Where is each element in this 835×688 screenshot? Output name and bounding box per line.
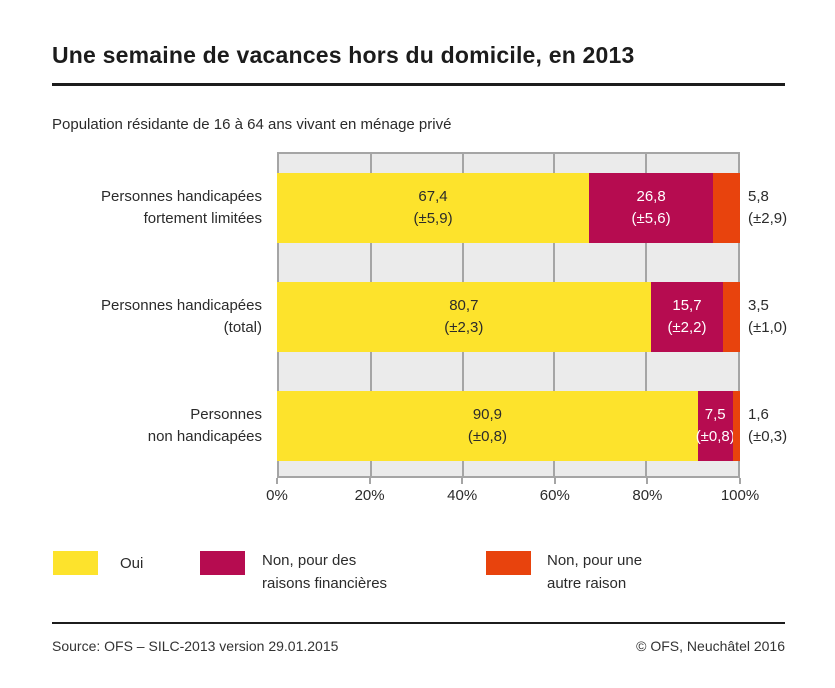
axis-tick <box>368 478 371 484</box>
bar-segment-non-financier: 15,7 (±2,2) <box>650 282 724 352</box>
axis-tick <box>739 478 741 484</box>
axis-tick <box>646 478 649 484</box>
legend-swatch-autre-raison <box>486 551 531 575</box>
legend-label-non-financier: Non, pour des raisons financières <box>262 552 388 592</box>
bar-segment-autre-raison <box>732 391 740 461</box>
category-label-handicapees-fortement-limitees: Personnes handicapées fortement limitées <box>101 188 262 227</box>
outside-value-label: 1,6 (±0,3) <box>748 406 788 445</box>
axis-tick-label: 80% <box>632 487 663 504</box>
page-title: Une semaine de vacances hors du domicile… <box>52 42 635 68</box>
bar-row: 80,7 (±2,3) 15,7 (±2,2) <box>277 282 740 352</box>
axis-tick <box>553 478 556 484</box>
category-label-handicapees-total: Personnes handicapées (total) <box>101 297 262 336</box>
title-rule <box>52 83 785 86</box>
axis-tick-label: 60% <box>539 487 570 504</box>
bar-segment-oui: 80,7 (±2,3) <box>277 282 651 352</box>
bar-segment-oui: 90,9 (±0,8) <box>277 391 698 461</box>
axis-tick-label: 20% <box>354 487 385 504</box>
bar-segment-non-financier: 26,8 (±5,6) <box>589 173 714 243</box>
bar-row: 90,9 (±0,8) 7,5 (±0,8) <box>277 391 740 461</box>
axis-tick <box>276 478 278 484</box>
outside-value-label: 5,8 (±2,9) <box>748 188 788 227</box>
legend-label-autre-raison: Non, pour une autre raison <box>547 552 643 592</box>
axis-tick <box>461 478 464 484</box>
bar-segment-non-financier: 7,5 (±0,8) <box>696 391 735 461</box>
footer-rule <box>52 622 785 624</box>
legend-swatch-oui <box>53 551 98 575</box>
category-label-non-handicapees: Personnes non handicapées <box>147 406 262 445</box>
bar-segment-oui: 67,4 (±5,9) <box>277 173 590 243</box>
legend-label-oui: Oui <box>120 555 144 572</box>
source-note: Source: OFS – SILC-2013 version 29.01.20… <box>52 638 339 654</box>
outside-value-label: 3,5 (±1,0) <box>748 297 788 336</box>
bar-segment-autre-raison <box>723 282 740 352</box>
copyright-note: © OFS, Neuchâtel 2016 <box>636 638 785 654</box>
bar-segment-autre-raison <box>713 173 740 243</box>
chart-subtitle: Population résidante de 16 à 64 ans viva… <box>52 116 452 133</box>
bar-row: 67,4 (±5,9) 26,8 (±5,6) <box>277 173 740 243</box>
legend-swatch-non-financier <box>200 551 245 575</box>
axis-tick-label: 0% <box>266 487 288 504</box>
axis-tick-label: 40% <box>447 487 478 504</box>
axis-tick-label: 100% <box>720 487 760 504</box>
